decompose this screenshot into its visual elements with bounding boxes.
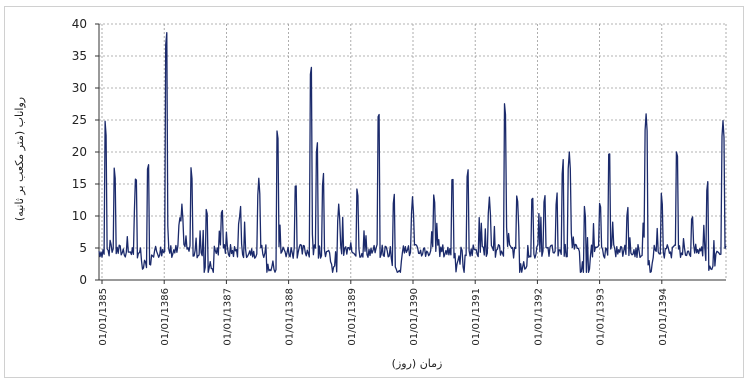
x-tick-label: 01/01/1391 [471, 288, 482, 346]
y-tick-label: 30 [72, 81, 87, 95]
y-tick-label: 5 [79, 241, 87, 255]
x-tick-label: 01/01/1388 [285, 288, 296, 346]
y-tick-label: 15 [72, 177, 87, 191]
x-tick-label: 01/01/1393 [596, 288, 607, 346]
y-tick-label: 20 [72, 145, 87, 159]
y-tick-labels: 0 5 10 15 20 25 30 35 40 [72, 17, 99, 287]
x-tick-label: 01/01/1385 [98, 288, 109, 346]
x-tick-label: 01/01/1392 [533, 288, 544, 346]
y-tick-label: 25 [72, 113, 87, 127]
x-axis-title: زمان (روز) [392, 357, 443, 370]
series-line [98, 32, 727, 273]
x-tick-label: 01/01/1389 [347, 288, 358, 346]
y-tick-label: 0 [79, 273, 87, 287]
y-tick-label: 35 [72, 49, 87, 63]
y-axis-title: رواناب (متر مکعب بر ثانیه) [13, 97, 26, 221]
x-tick-label: 01/01/1386 [160, 288, 171, 346]
x-tick-label: 01/01/1390 [409, 288, 420, 346]
x-tick-label: 01/01/1394 [658, 288, 669, 346]
chart-frame: 0 5 10 15 20 25 30 35 40 01/01/1385 01/01/1386 01/… [4, 6, 744, 378]
y-tick-label: 10 [72, 209, 87, 223]
y-tick-label: 40 [72, 17, 87, 31]
x-tick-labels: 01/01/1385 01/01/1386 01/01/1387 01/01/1388… [98, 280, 669, 346]
x-tick-label: 01/01/1387 [222, 288, 233, 346]
